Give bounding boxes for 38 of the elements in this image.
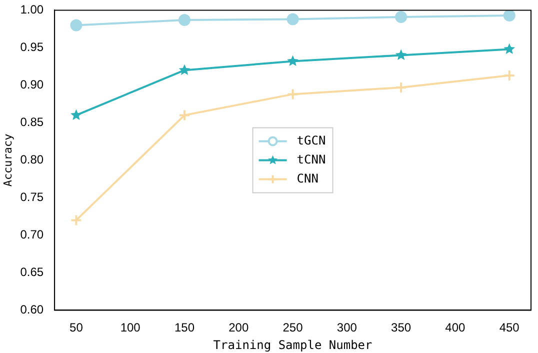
- y-tick-label: 0.70: [20, 228, 44, 242]
- legend-label: tGCN: [296, 133, 326, 148]
- y-tick-label: 0.75: [20, 190, 44, 204]
- point: [178, 109, 190, 122]
- y-tick-label: 0.65: [20, 265, 44, 280]
- legend-label: tCNN: [296, 152, 326, 166]
- point: [503, 69, 516, 82]
- y-tick-label: 0.95: [20, 40, 44, 54]
- y-tick-label: 0.90: [20, 78, 44, 92]
- point: [395, 10, 408, 23]
- x-tick-label: 400: [445, 320, 466, 335]
- point: [287, 55, 298, 66]
- point: [286, 88, 299, 100]
- y-tick-label: 0.85: [20, 115, 44, 130]
- x-tick-label: 50: [70, 320, 84, 335]
- legend-label: CNN: [296, 171, 318, 186]
- x-tick-label: 250: [282, 320, 304, 335]
- y-tick-label: 0.80: [20, 152, 44, 167]
- x-axis-title: Training Sample Number: [213, 338, 372, 352]
- x-tick-label: 100: [120, 320, 141, 335]
- point: [70, 19, 82, 32]
- point: [504, 43, 516, 54]
- point: [70, 214, 82, 226]
- y-tick-label: 0.60: [20, 302, 44, 317]
- point: [286, 13, 299, 26]
- x-tick-label: 450: [499, 320, 520, 335]
- point: [395, 81, 408, 94]
- point: [70, 109, 82, 120]
- y-axis-title: Accuracy: [1, 133, 14, 187]
- point: [178, 14, 190, 26]
- y-tick-label: 1.00: [20, 2, 44, 17]
- x-tick-label: 350: [391, 320, 412, 335]
- point: [178, 64, 190, 76]
- x-tick-label: 200: [228, 320, 249, 335]
- x-tick-label: 150: [174, 320, 195, 335]
- x-tick-label: 300: [336, 320, 358, 335]
- point: [503, 10, 516, 22]
- point: [395, 49, 407, 60]
